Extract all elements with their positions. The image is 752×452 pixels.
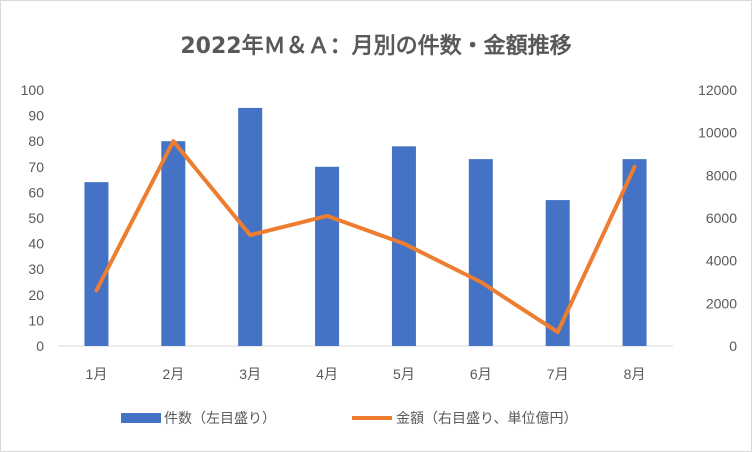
left-tick-label: 70 bbox=[28, 159, 44, 175]
x-tick-label: 3月 bbox=[239, 366, 261, 382]
left-axis-ticks: 0 10 20 30 40 50 60 70 80 90 100 bbox=[21, 82, 45, 354]
x-tick-label: 6月 bbox=[470, 366, 492, 382]
left-tick-label: 60 bbox=[28, 184, 44, 200]
right-tick-label: 8000 bbox=[706, 167, 737, 183]
x-tick-label: 1月 bbox=[86, 366, 108, 382]
right-tick-label: 12000 bbox=[698, 82, 737, 98]
bar bbox=[315, 166, 340, 346]
legend-label-count: 件数（左目盛り） bbox=[164, 411, 276, 427]
bar bbox=[545, 200, 570, 346]
bar bbox=[622, 159, 647, 346]
bar bbox=[161, 141, 186, 346]
right-tick-label: 0 bbox=[729, 338, 737, 354]
left-tick-label: 90 bbox=[28, 108, 44, 124]
x-tick-label: 5月 bbox=[393, 366, 415, 382]
left-tick-label: 0 bbox=[36, 338, 44, 354]
left-tick-label: 20 bbox=[28, 287, 44, 303]
left-tick-label: 50 bbox=[28, 210, 44, 226]
right-tick-label: 2000 bbox=[706, 295, 737, 311]
amount-line bbox=[94, 139, 637, 335]
bar-series bbox=[84, 107, 647, 346]
right-tick-label: 6000 bbox=[706, 210, 737, 226]
bar bbox=[468, 159, 493, 346]
left-tick-label: 100 bbox=[21, 82, 45, 98]
left-tick-label: 80 bbox=[28, 133, 44, 149]
right-axis-ticks: 0 2000 4000 6000 8000 10000 12000 bbox=[698, 82, 737, 354]
right-tick-label: 4000 bbox=[706, 253, 737, 269]
left-tick-label: 30 bbox=[28, 261, 44, 277]
legend-label-amount: 金額（右目盛り、単位億円） bbox=[396, 411, 577, 427]
x-axis-ticks: 1月 2月 3月 4月 5月 6月 7月 8月 bbox=[86, 366, 646, 382]
x-tick-label: 8月 bbox=[624, 366, 646, 382]
left-tick-label: 40 bbox=[28, 236, 44, 252]
right-tick-label: 10000 bbox=[698, 125, 737, 141]
x-tick-label: 2月 bbox=[162, 366, 184, 382]
legend: 件数（左目盛り） 金額（右目盛り、単位億円） bbox=[121, 411, 577, 427]
left-tick-label: 10 bbox=[28, 312, 44, 328]
x-tick-label: 7月 bbox=[547, 366, 569, 382]
legend-swatch-count bbox=[121, 413, 161, 423]
chart-title: 2022年Ｍ＆Ａ：月別の件数・金額推移 bbox=[180, 33, 571, 59]
x-tick-label: 4月 bbox=[316, 366, 338, 382]
bar bbox=[84, 182, 109, 346]
line-series bbox=[94, 139, 637, 335]
